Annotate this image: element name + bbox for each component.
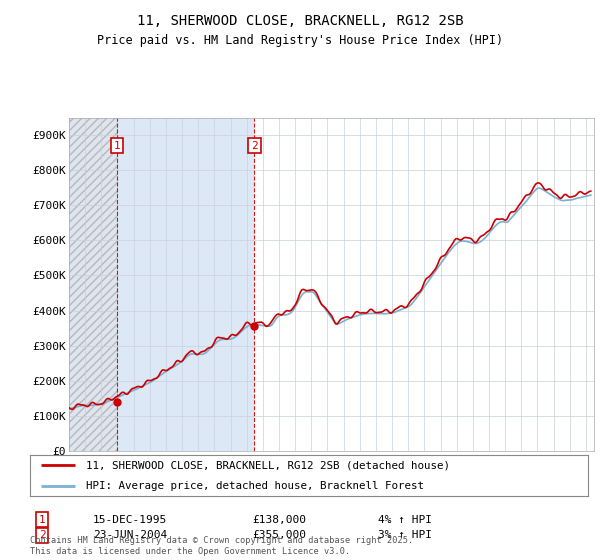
Text: £138,000: £138,000 bbox=[252, 515, 306, 525]
Text: 15-DEC-1995: 15-DEC-1995 bbox=[93, 515, 167, 525]
Text: Price paid vs. HM Land Registry's House Price Index (HPI): Price paid vs. HM Land Registry's House … bbox=[97, 34, 503, 47]
Text: 11, SHERWOOD CLOSE, BRACKNELL, RG12 2SB (detached house): 11, SHERWOOD CLOSE, BRACKNELL, RG12 2SB … bbox=[86, 460, 450, 470]
Text: HPI: Average price, detached house, Bracknell Forest: HPI: Average price, detached house, Brac… bbox=[86, 480, 424, 491]
Text: 4% ↑ HPI: 4% ↑ HPI bbox=[378, 515, 432, 525]
Text: 1: 1 bbox=[113, 141, 120, 151]
Bar bbox=[69, 118, 117, 451]
Text: £355,000: £355,000 bbox=[252, 530, 306, 540]
Text: 23-JUN-2004: 23-JUN-2004 bbox=[93, 530, 167, 540]
Text: Contains HM Land Registry data © Crown copyright and database right 2025.
This d: Contains HM Land Registry data © Crown c… bbox=[30, 536, 413, 556]
Text: 1: 1 bbox=[38, 515, 46, 525]
Bar bbox=[117, 118, 254, 451]
Text: 2: 2 bbox=[38, 530, 46, 540]
Text: 2: 2 bbox=[251, 141, 258, 151]
Text: 3% ↑ HPI: 3% ↑ HPI bbox=[378, 530, 432, 540]
Text: 11, SHERWOOD CLOSE, BRACKNELL, RG12 2SB: 11, SHERWOOD CLOSE, BRACKNELL, RG12 2SB bbox=[137, 14, 463, 28]
